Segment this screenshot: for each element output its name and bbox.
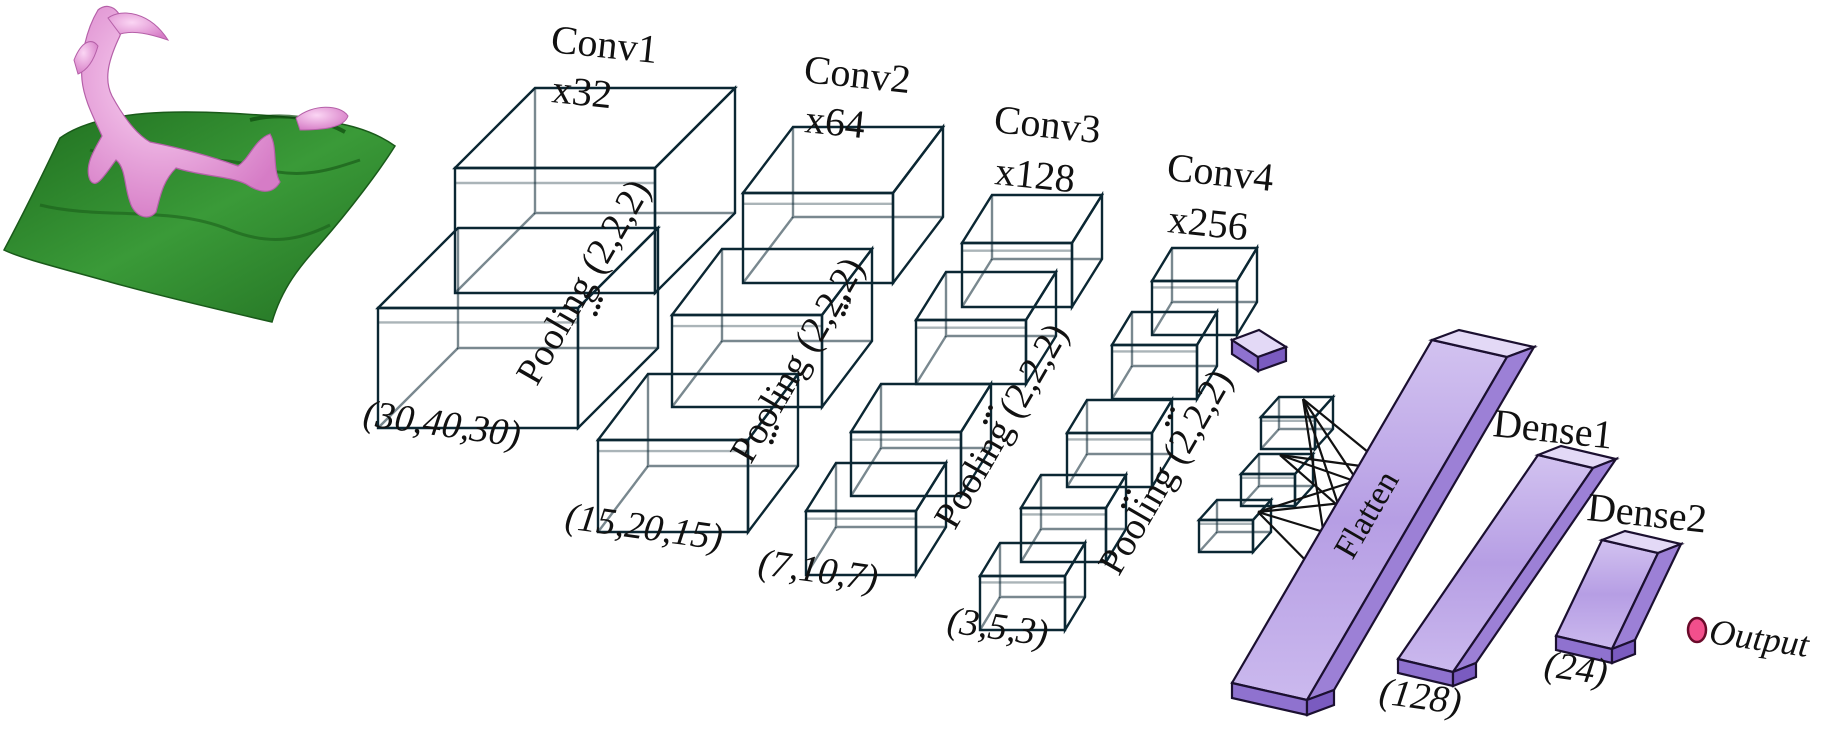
conv2-block-front xyxy=(669,245,875,411)
conv2-block-bottom xyxy=(595,370,801,536)
conv3-title: Conv3 xyxy=(992,96,1103,152)
dense2-prism xyxy=(1554,529,1685,665)
conv3-shape: (7,10,7) xyxy=(756,541,881,599)
conv5-block-2 xyxy=(1238,450,1316,510)
conv3-block-mid xyxy=(848,379,994,501)
pooling-label-3: Pooling (2,2,2) xyxy=(926,316,1077,535)
conv4-block-1 xyxy=(1149,243,1260,340)
dense2-units: (24) xyxy=(1542,643,1611,693)
conv4-block-3 xyxy=(1064,395,1175,492)
dense2-title: Dense2 xyxy=(1585,484,1709,541)
conv5-block-1 xyxy=(1258,393,1336,453)
output-node xyxy=(1686,616,1708,644)
conv2-filters: x64 xyxy=(803,96,867,147)
conv5-block-3 xyxy=(1196,496,1274,556)
conv1-shape: (30,40,30) xyxy=(361,392,524,456)
conv4-title: Conv4 xyxy=(1165,144,1276,200)
conv3-filters: x128 xyxy=(993,148,1077,201)
conv1-block-back xyxy=(452,85,738,296)
conv1-title: Conv1 xyxy=(549,16,660,72)
conv4-filters: x256 xyxy=(1166,196,1250,249)
conv1-filters: x32 xyxy=(550,66,614,117)
dense1-prism xyxy=(1396,444,1620,688)
conv3-block-bottom xyxy=(803,458,949,580)
conv3-block-back xyxy=(959,190,1105,312)
conv4-block-5 xyxy=(977,538,1088,635)
conv2-title: Conv2 xyxy=(802,46,913,102)
conv4-shape: (3,5,3) xyxy=(945,599,1051,655)
flatten-prism: Flatten xyxy=(1230,328,1538,717)
input-surface-image xyxy=(2,5,397,323)
conv2-shape: (15,20,15) xyxy=(563,495,726,559)
output-label: Output xyxy=(1707,611,1813,665)
flatten-layer xyxy=(1229,328,1289,374)
dense1-title: Dense1 xyxy=(1491,400,1615,457)
conv1-block-front xyxy=(375,225,661,431)
conv3-block-front xyxy=(913,267,1059,389)
conv4-block-2 xyxy=(1109,307,1220,404)
pooling-label-1: Pooling (2,2,2) xyxy=(508,172,659,391)
conv-blocks xyxy=(375,85,1336,635)
